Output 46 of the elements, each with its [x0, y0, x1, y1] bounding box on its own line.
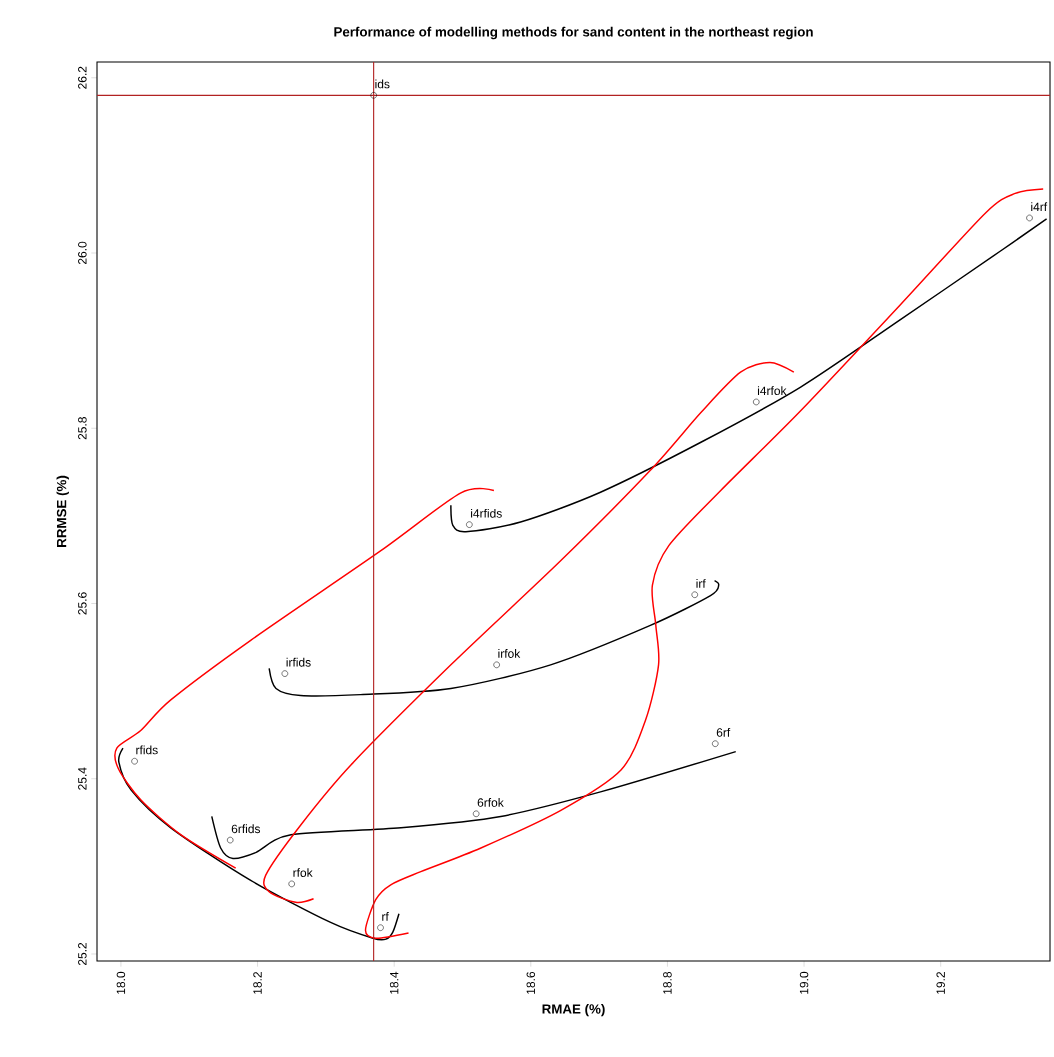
annotation: i4rfok	[757, 386, 787, 396]
point	[493, 661, 500, 669]
annotation: rfids	[136, 745, 158, 755]
annotation: irfids	[286, 657, 311, 667]
x-tick-label: 18.2	[253, 972, 262, 994]
annotation: 6rfids	[231, 824, 261, 834]
annotation: irfok	[498, 649, 521, 658]
x-tick-label: 18.6	[526, 971, 536, 994]
x-tick-label: 18.0	[116, 971, 126, 994]
line-series	[450, 218, 1048, 533]
line-series	[211, 750, 737, 860]
y-tick-label: 25.4	[78, 767, 87, 790]
annotation: ids	[375, 79, 390, 89]
annotation: i4rf	[1031, 202, 1048, 212]
point	[281, 670, 289, 677]
y-tick-label: 25.8	[78, 417, 87, 440]
annotation: 6rfok	[477, 798, 504, 807]
point	[1026, 214, 1033, 222]
y-axis-title: RRMSE (%)	[56, 475, 69, 547]
y-tick-label: 25.6	[78, 592, 87, 615]
point	[712, 740, 719, 747]
point	[370, 92, 377, 99]
x-tick-label: 19.0	[799, 971, 809, 994]
point	[227, 836, 234, 844]
point	[377, 924, 384, 931]
point	[753, 398, 760, 406]
point	[466, 521, 473, 528]
x-tick-label: 19.2	[936, 972, 945, 994]
annotation: rf	[382, 912, 389, 921]
x-axis-title: RMAE (%)	[542, 1003, 605, 1017]
annotation: 6rf	[716, 727, 731, 737]
point	[691, 591, 698, 598]
annotation: rfok	[293, 868, 313, 877]
x-tick-label: 18.4	[389, 971, 399, 994]
annotation: irf	[696, 579, 706, 588]
y-tick-label: 26.2	[78, 66, 87, 89]
x-tick-label: 18.8	[663, 971, 672, 994]
line-series	[268, 579, 720, 697]
y-tick-label: 25.2	[78, 942, 87, 966]
point	[288, 880, 295, 888]
line-series	[118, 747, 400, 941]
y-tick-label: 26.0	[78, 241, 87, 265]
point	[131, 758, 138, 765]
chart-title: Performance of modelling methods for sand content in the northeast region	[334, 26, 813, 40]
point	[472, 810, 480, 817]
annotation: i4rfids	[471, 508, 502, 518]
